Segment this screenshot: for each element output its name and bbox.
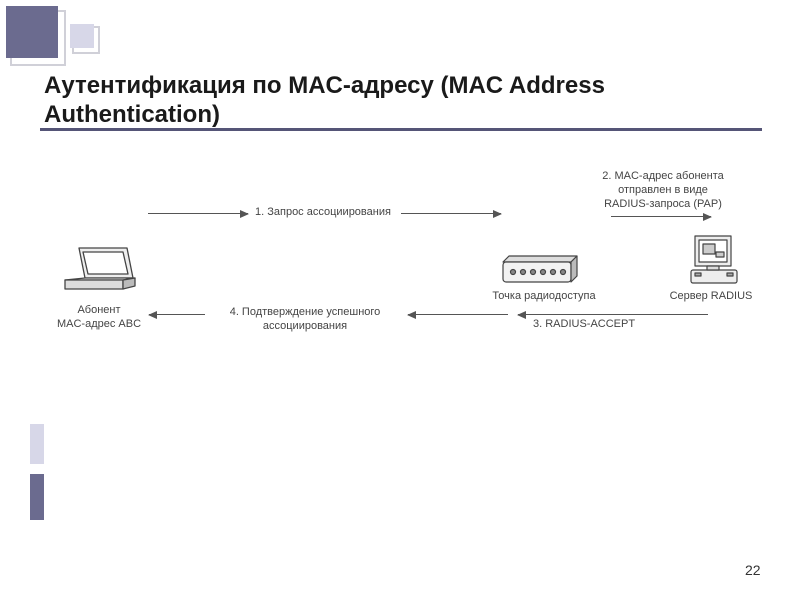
step2-label-l3: RADIUS-запроса (PAP) — [583, 198, 743, 212]
arrow-step1-a — [148, 213, 248, 214]
step2-label-l2: отправлен в виде — [583, 184, 743, 198]
client-label-2: MAC-адрес ABC — [41, 318, 157, 332]
deco-square-small — [70, 24, 94, 48]
slide-title: Аутентификация по MAC-адресу (MAC Addres… — [44, 72, 744, 130]
step3-label: 3. RADIUS-ACCEPT — [533, 318, 635, 332]
step4-label-l2: ассоциирования — [205, 320, 405, 334]
title-underline — [40, 128, 762, 131]
deco-side-dark — [30, 474, 44, 520]
arrow-step1-b — [401, 213, 501, 214]
page-number: 22 — [745, 562, 761, 578]
deco-side-light — [30, 424, 44, 464]
access-point-icon — [497, 254, 581, 286]
ap-label: Точка радиодоступа — [479, 290, 609, 304]
server-label: Сервер RADIUS — [661, 290, 761, 304]
arrow-step4-b — [149, 314, 205, 315]
mac-auth-diagram: Абонент MAC-адрес ABC Точка радиодоступа — [41, 176, 759, 360]
arrow-step2 — [611, 216, 711, 217]
server-icon — [685, 230, 745, 288]
step4-label-l1: 4. Подтверждение успешного — [205, 306, 405, 320]
client-label-1: Абонент — [49, 304, 149, 318]
arrow-step4-a — [408, 314, 508, 315]
step2-label-l1: 2. MAC-адрес абонента — [583, 170, 743, 184]
deco-square-big — [6, 6, 58, 58]
step1-label: 1. Запрос ассоциирования — [255, 206, 391, 220]
arrow-step3 — [518, 314, 708, 315]
laptop-icon — [59, 244, 137, 302]
